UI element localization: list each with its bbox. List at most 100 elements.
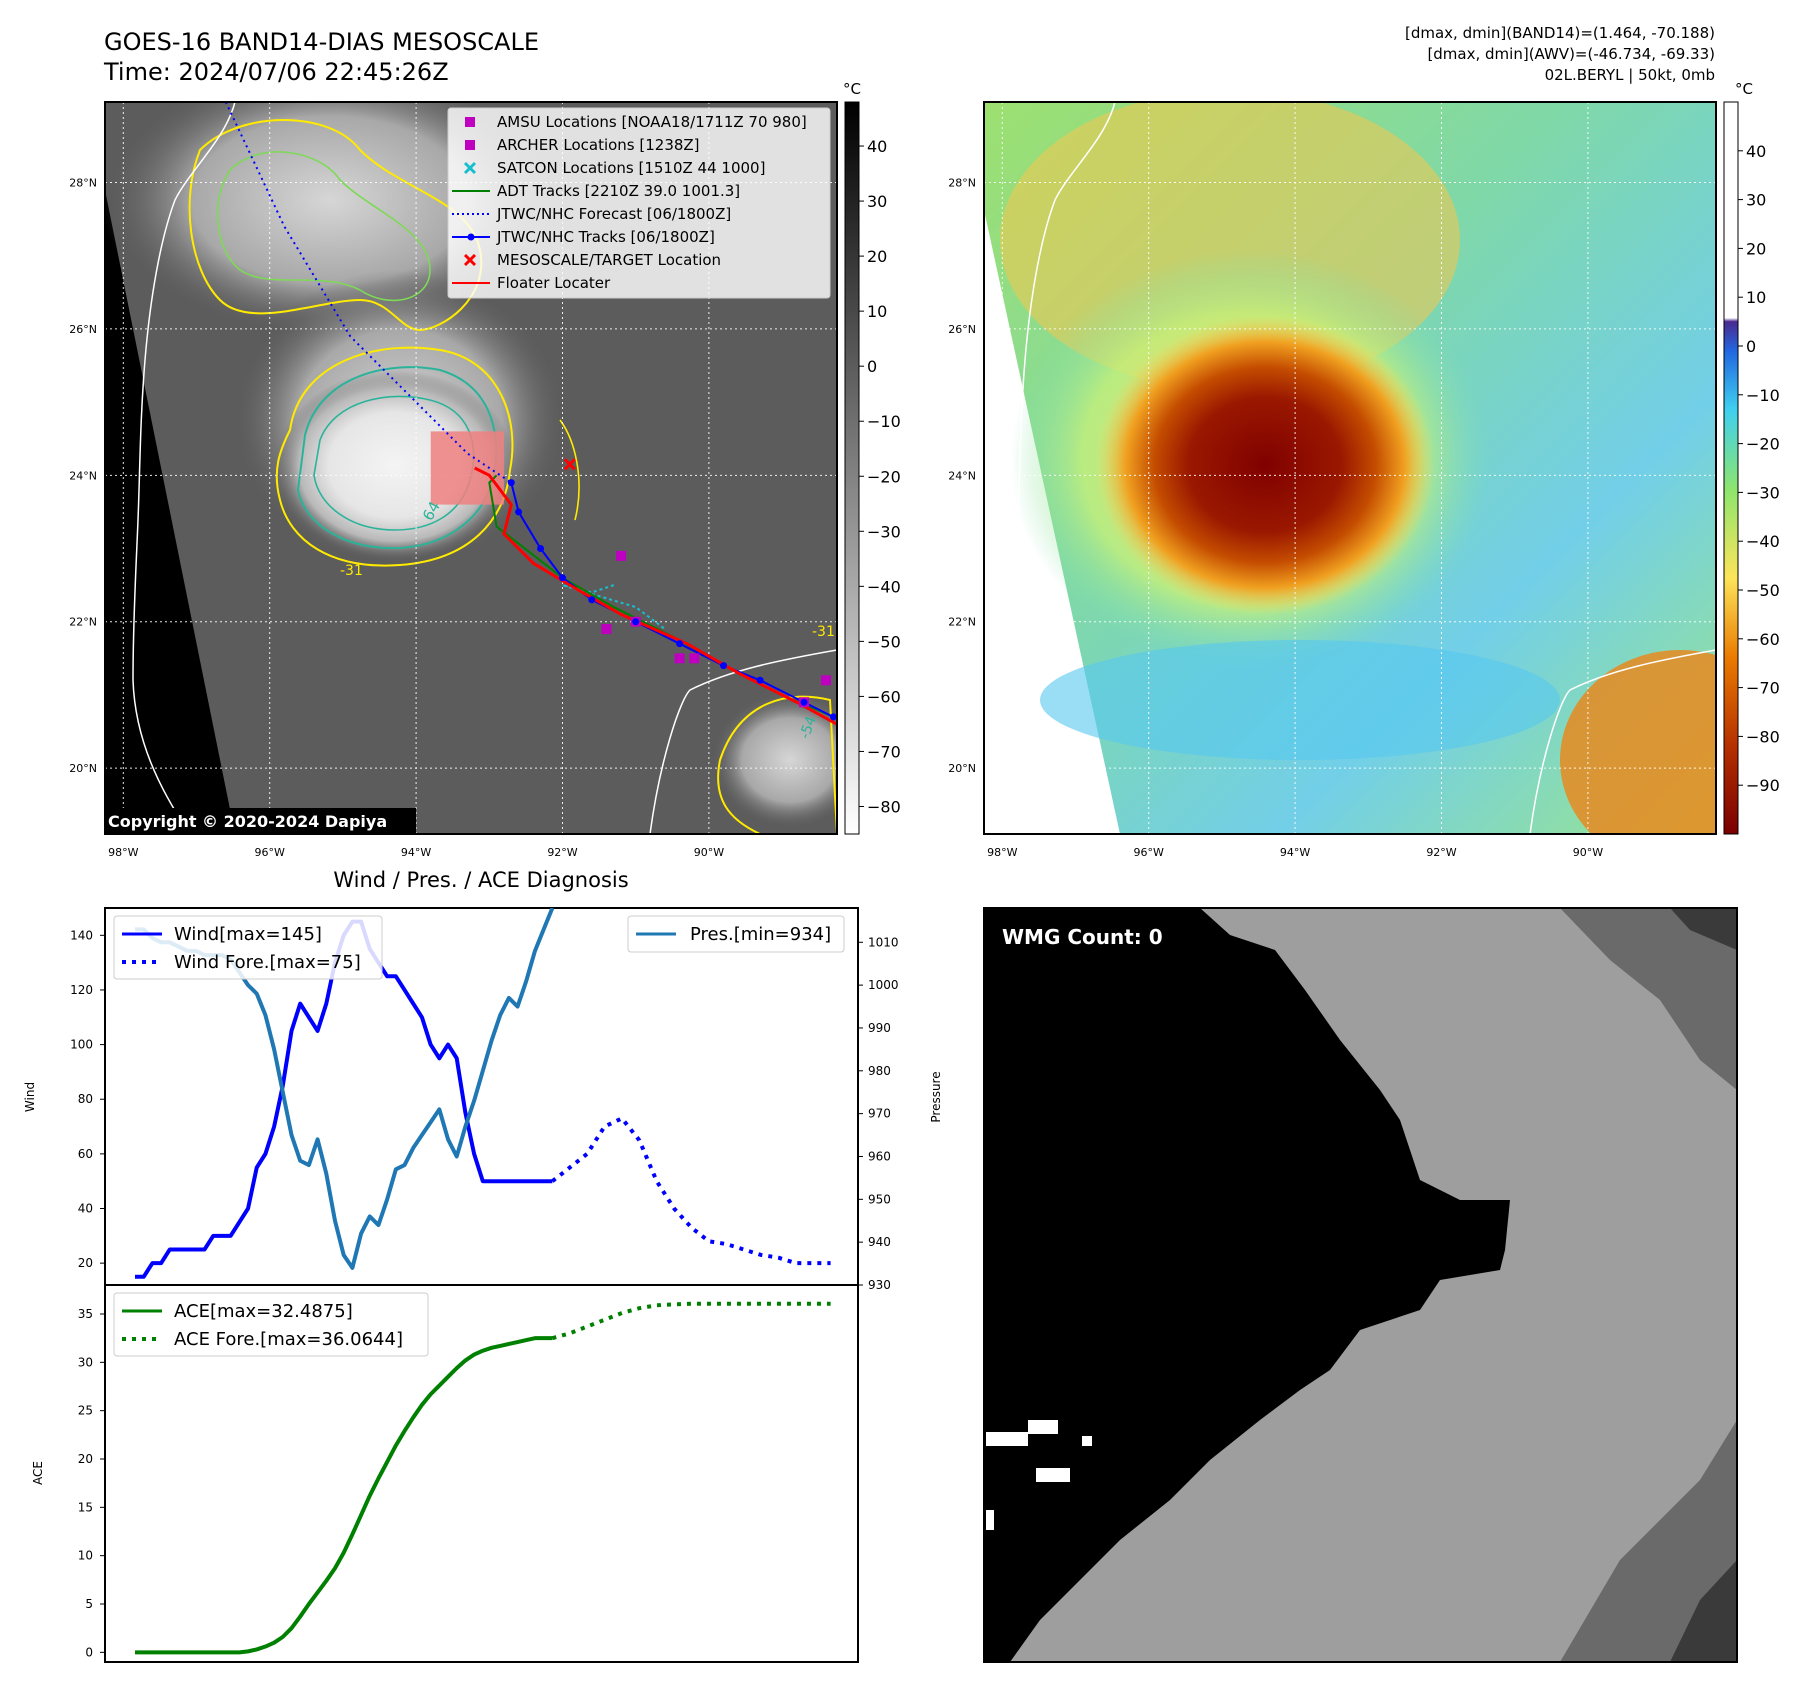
awv-panel [984,102,1716,834]
pres-ytick-label: 970 [868,1107,891,1121]
target-marker [563,458,576,471]
ir-colorbar-ticks: 40 30 20 10 0 −10 −20 −30 −40 −50 −60 −70 −80 [859,137,901,816]
awv-colorbar-ticks: 40 30 20 10 0 −10 −20 −30 −40 −50 −60 −70 −80 −90 [1738,142,1780,795]
ir-frame [104,101,838,835]
wmg-darkest-corner-se [1670,1560,1737,1662]
jtwc-track-point [507,479,515,487]
jtwc-track-point [720,662,728,670]
figure-title: GOES-16 BAND14-DIAS MESOSCALE [104,28,539,56]
legend-label: JTWC/NHC Tracks [06/1800Z] [496,228,715,246]
pres-legend: Pres.[min=934] [627,915,845,953]
wmg-core-region [984,908,1510,1662]
ace-ytick-label: 20 [78,1452,93,1466]
jtwc-track-point [632,618,640,626]
contour-yellow-band [559,419,580,521]
colorbar-tick-label: −90 [1746,776,1780,795]
awv-no-data-region [984,102,1120,834]
jtwc-track-point [537,545,545,553]
legend-x-marker [463,253,477,267]
lat-label: 26°N [69,323,97,336]
pres-ytick-label: 990 [868,1021,891,1035]
pres-ytick-label: 1010 [868,935,899,949]
awv-lat-labels: 28°N 26°N 24°N 22°N 20°N [948,177,976,776]
legend-label: ARCHER Locations [1238Z] [497,136,700,154]
colorbar-tick-label: 20 [1746,239,1766,258]
colorbar-tick-label: 40 [1746,142,1766,161]
figure-time: Time: 2024/07/06 22:45:26Z [103,58,449,86]
contour-yellow-southeast [717,695,837,834]
lon-label: 92°W [1426,846,1456,859]
ace-legend-box [113,1292,429,1357]
wind-ytick-label: 20 [78,1256,93,1270]
contour-minus31-core [275,346,514,567]
colorbar-tick-label: −70 [1746,679,1780,698]
colorbar-tick-label: −80 [1746,727,1780,746]
colorbar-tick-label: −80 [867,797,901,816]
lat-label: 20°N [948,762,976,775]
pressure-right-ticks: 930 940 950 960 970 980 990 1000 1010 [858,935,899,1292]
jtwc-track-point [676,640,684,648]
wmg-clear-patch-2 [1028,1420,1058,1434]
colorbar-tick-label: −30 [867,522,901,541]
pres-ytick-label: 930 [868,1278,891,1292]
ace-ytick-label: 25 [78,1404,93,1418]
lat-label: 20°N [69,762,97,775]
ir-lon-labels: 98°W 96°W 94°W 92°W 90°W [108,846,724,859]
amsu-location-marker [601,624,612,635]
wmg-clear-patch-5 [986,1510,994,1530]
wmg-panel: WMG Count: 0 [984,908,1737,1662]
jtwc-track-point [559,574,566,582]
ace-legend: ACE[max=32.4875] ACE Fore.[max=36.0644] [113,1292,429,1357]
jtwc-track-point [800,698,808,706]
colorbar-tick-label: −30 [1746,483,1780,502]
colorbar-tick-label: −40 [1746,532,1780,551]
amsu-location-marker [689,653,700,664]
wind-legend: Wind[max=145] Wind Fore.[max=75] [113,915,383,980]
pres-legend-label: Pres.[min=934] [690,924,831,945]
pressure-axis-label: Pressure [929,1071,943,1122]
contour-label-minus31-a: -31 [340,563,363,579]
awv-lon-labels: 98°W 96°W 94°W 92°W 90°W [987,846,1603,859]
colorbar-tick-label: −70 [867,742,901,761]
wind-ytick-label: 60 [78,1147,93,1161]
stats-band14: [dmax, dmin](BAND14)=(1.464, -70.188) [1405,24,1715,42]
colorbar-tick-label: 30 [867,192,887,211]
legend-label: AMSU Locations [NOAA18/1711Z 70 980] [497,113,807,131]
jtwc-track-point [829,713,837,721]
wind-ytick-label: 120 [70,983,93,997]
ace-ytick-label: 10 [78,1549,93,1563]
colorbar-tick-label: −60 [1746,630,1780,649]
ace-ytick-label: 5 [85,1597,93,1611]
contour-green-north [216,151,431,302]
lon-label: 92°W [547,846,577,859]
colorbar-tick-label: 0 [867,357,877,376]
jtwc-track-point [588,596,596,604]
ace-left-ticks: 0 5 10 15 20 25 30 35 [78,1307,105,1659]
wmg-clear-patch-1 [986,1432,1028,1446]
contour-label-minus31-b: -31 [812,624,835,640]
colorbar-tick-label: −40 [867,577,901,596]
colorbar-tick-label: −50 [1746,581,1780,600]
lon-label: 94°W [1280,846,1310,859]
colorbar-tick-label: 10 [1746,288,1766,307]
mesoscale-target-box [430,431,504,505]
wmg-clear-patch-3 [1036,1468,1070,1482]
ir-coastline-yucatan [649,649,837,834]
lon-label: 90°W [1573,846,1603,859]
colorbar-tick-label: −50 [867,632,901,651]
target-x-stroke [563,458,576,471]
lon-label: 98°W [108,846,138,859]
ir-colorbar-unit: °C [843,80,861,98]
ir-lat-labels: 28°N 26°N 24°N 22°N 20°N [69,177,97,776]
ir-cloud-southeast [710,690,837,830]
wind-ytick-label: 80 [78,1092,93,1106]
jtwc-forecast-track [224,102,512,484]
contour-label-minus54: -54 [797,714,820,741]
lat-label: 24°N [948,469,976,482]
lat-label: 22°N [69,616,97,629]
pres-legend-box [627,915,845,953]
wmg-count-label: WMG Count: 0 [1002,925,1163,949]
ace-chart [135,1301,831,1655]
lat-label: 22°N [948,616,976,629]
colorbar-tick-label: 40 [867,137,887,156]
